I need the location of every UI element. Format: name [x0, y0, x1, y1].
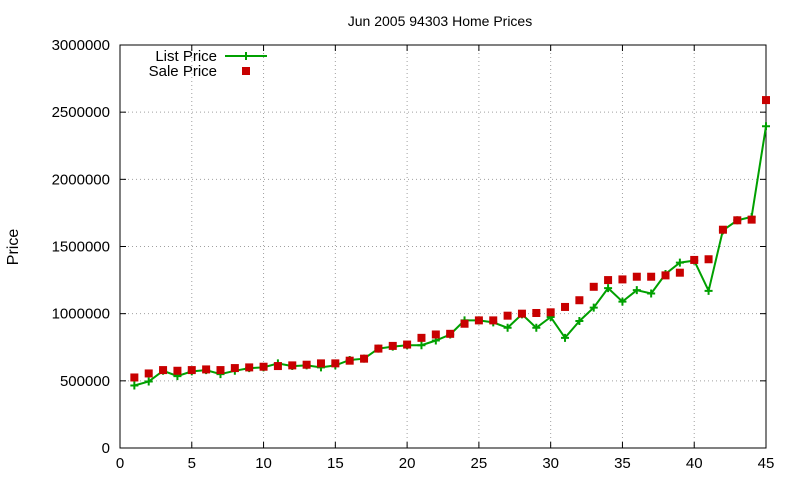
data-point-sale-price — [374, 344, 383, 353]
y-tick-label: 2000000 — [52, 171, 110, 188]
data-point-sale-price — [561, 302, 570, 311]
data-point-list-price — [589, 303, 598, 312]
data-point-sale-price — [331, 359, 340, 368]
data-point-sale-price — [632, 272, 641, 281]
data-point-sale-price — [417, 333, 426, 342]
y-tick-label: 3000000 — [52, 37, 110, 54]
data-point-sale-price — [474, 316, 483, 325]
data-point-sale-price — [517, 309, 526, 318]
data-point-list-price — [144, 377, 153, 386]
x-tick-label: 10 — [255, 455, 272, 472]
data-point-sale-price — [503, 311, 512, 320]
data-point-sale-price — [489, 316, 498, 325]
data-point-sale-price — [675, 268, 684, 277]
data-point-sale-price — [187, 366, 196, 375]
grid — [120, 45, 766, 448]
x-tick-label: 15 — [327, 455, 344, 472]
data-point-list-price — [762, 122, 770, 131]
x-tick-label: 35 — [614, 455, 631, 472]
legend-marker-list-price — [242, 52, 250, 60]
data-point-sale-price — [604, 276, 613, 285]
data-point-sale-price — [388, 341, 397, 350]
x-tick-label: 20 — [399, 455, 416, 472]
axis-ticks: 0 5 10 15 20 25 30 35 40 45 0 500000 1000000 1500000 2… — [52, 37, 775, 472]
data-point-sale-price — [618, 275, 627, 284]
y-tick-label: 500000 — [60, 373, 110, 390]
x-tick-label: 30 — [542, 455, 559, 472]
data-point-list-price — [618, 297, 627, 306]
data-point-sale-price — [360, 354, 369, 363]
y-tick-label: 1000000 — [52, 306, 110, 323]
series-layer — [130, 96, 770, 390]
data-point-sale-price — [216, 366, 225, 375]
data-point-sale-price — [431, 330, 440, 339]
data-point-sale-price — [546, 308, 555, 317]
data-point-sale-price — [661, 271, 670, 280]
legend-label-sale-price: Sale Price — [149, 63, 217, 80]
legend: List Price Sale Price — [149, 48, 267, 80]
x-tick-label: 40 — [686, 455, 703, 472]
legend-label-list-price: List Price — [155, 48, 217, 65]
data-point-sale-price — [259, 362, 268, 371]
y-axis-label: Price — [5, 229, 22, 266]
data-point-sale-price — [173, 366, 182, 375]
x-tick-label: 45 — [758, 455, 775, 472]
legend-marker-sale-price — [242, 67, 250, 75]
data-point-sale-price — [575, 296, 584, 305]
data-point-sale-price — [288, 361, 297, 370]
data-point-sale-price — [690, 255, 699, 264]
data-point-list-price — [561, 333, 570, 342]
series-line-list-price — [134, 126, 767, 387]
data-point-sale-price — [302, 360, 311, 369]
data-point-sale-price — [345, 356, 354, 365]
data-point-sale-price — [245, 363, 254, 372]
data-point-sale-price — [589, 282, 598, 291]
data-point-list-price — [503, 323, 512, 332]
plot-frame — [119, 44, 767, 449]
data-point-sale-price — [316, 359, 325, 368]
data-point-sale-price — [460, 319, 469, 328]
data-point-sale-price — [747, 215, 756, 224]
y-tick-label: 2500000 — [52, 104, 110, 121]
data-point-sale-price — [130, 373, 139, 382]
data-point-list-price — [604, 284, 613, 293]
y-tick-label: 1500000 — [52, 239, 110, 256]
data-point-sale-price — [733, 216, 742, 225]
data-point-sale-price — [159, 366, 168, 375]
data-point-sale-price — [718, 225, 727, 234]
chart-title: Jun 2005 94303 Home Prices — [348, 13, 532, 29]
data-point-sale-price — [144, 369, 153, 378]
data-point-sale-price — [273, 362, 282, 371]
data-point-list-price — [575, 317, 584, 326]
data-point-sale-price — [532, 308, 541, 317]
x-tick-label: 0 — [116, 455, 124, 472]
data-point-sale-price — [704, 255, 713, 264]
data-point-list-price — [704, 286, 713, 295]
data-point-list-price — [417, 341, 426, 350]
y-tick-label: 0 — [102, 440, 110, 457]
data-point-sale-price — [202, 365, 211, 374]
data-point-sale-price — [762, 96, 770, 105]
data-point-list-price — [647, 289, 656, 298]
x-tick-label: 5 — [188, 455, 196, 472]
data-point-list-price — [632, 286, 641, 295]
data-point-sale-price — [230, 364, 239, 373]
data-point-list-price — [532, 323, 541, 332]
data-point-list-price — [675, 258, 684, 267]
data-point-sale-price — [446, 329, 455, 338]
x-tick-label: 25 — [471, 455, 488, 472]
data-point-list-price — [130, 381, 139, 390]
data-point-sale-price — [403, 340, 412, 349]
data-point-sale-price — [647, 272, 656, 281]
